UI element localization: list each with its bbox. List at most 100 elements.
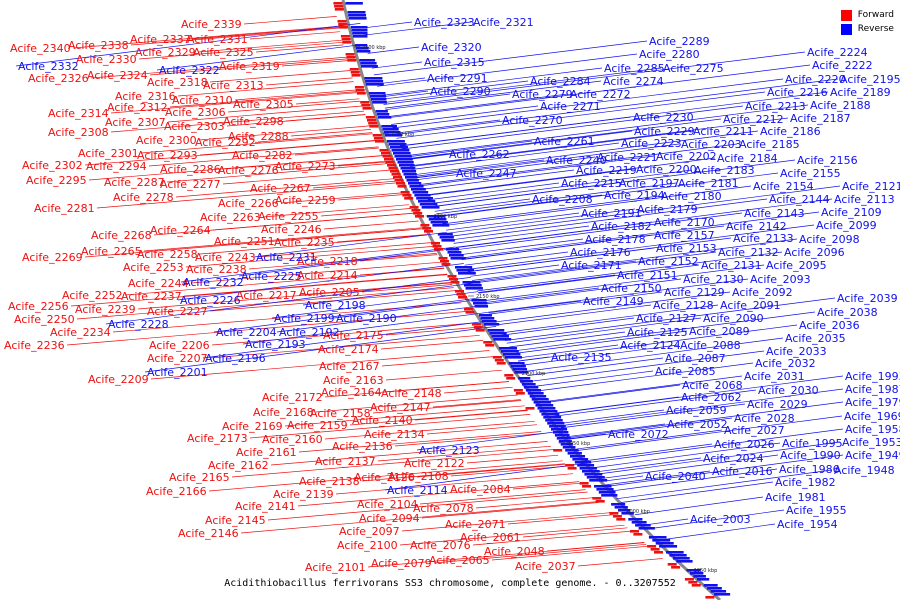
gene-label: Acife_2290 xyxy=(430,85,491,98)
gene-label: Acife_2193 xyxy=(245,338,306,351)
label-connector xyxy=(566,423,666,438)
reverse-gene xyxy=(471,299,487,302)
reverse-gene xyxy=(405,176,418,179)
forward-gene xyxy=(338,26,348,29)
label-connector xyxy=(512,482,581,490)
gene-label: Acife_2237 xyxy=(121,290,182,303)
forward-gene xyxy=(671,566,681,569)
gene-label: Acife_2201 xyxy=(147,366,208,379)
label-connector xyxy=(527,357,664,376)
label-connector xyxy=(586,428,844,464)
label-connector xyxy=(544,384,681,403)
label-connector xyxy=(302,282,474,306)
reverse-gene xyxy=(638,527,655,530)
gene-label: Acife_2178 xyxy=(585,233,646,246)
label-connector xyxy=(320,208,412,217)
gene-label: Acife_2312 xyxy=(107,101,168,114)
label-connector xyxy=(559,388,844,427)
gene-label: Acife_2137 xyxy=(315,455,376,468)
gene-label: Acife_2213 xyxy=(745,100,806,113)
forward-gene xyxy=(609,512,619,515)
gene-label: Acife_2037 xyxy=(515,560,576,573)
gene-label: Acife_2318 xyxy=(147,76,208,89)
label-connector xyxy=(453,225,590,244)
label-connector xyxy=(568,417,733,440)
label-connector xyxy=(482,264,765,302)
gene-label: Acife_2246 xyxy=(261,223,322,236)
reverse-gene xyxy=(504,356,522,359)
label-connector xyxy=(349,409,528,426)
reverse-gene xyxy=(462,281,481,284)
reverse-gene xyxy=(577,464,595,467)
forward-gene xyxy=(409,206,419,209)
gene-label: Acife_2204 xyxy=(216,326,277,339)
label-connector xyxy=(226,114,366,127)
gene-label: Acife_2300 xyxy=(136,134,197,147)
label-connector xyxy=(90,56,347,79)
gene-label: Acife_2068 xyxy=(682,379,743,392)
forward-gene xyxy=(350,71,360,74)
forward-gene xyxy=(379,149,389,152)
gene-label: Acife_2059 xyxy=(666,404,727,417)
gene-label: Acife_2321 xyxy=(473,16,534,29)
label-connector xyxy=(467,247,655,273)
label-connector xyxy=(373,40,648,76)
label-connector xyxy=(506,317,702,344)
label-connector xyxy=(488,300,582,314)
reverse-gene xyxy=(523,386,539,389)
label-connector xyxy=(385,369,502,381)
label-connector xyxy=(400,116,632,147)
gene-label: Acife_2061 xyxy=(460,531,521,544)
gene-features xyxy=(333,2,731,599)
gene-label: Acife_1986 xyxy=(779,463,840,476)
reverse-gene xyxy=(531,398,549,401)
gene-label: Acife_2235 xyxy=(274,236,335,249)
kbp-tick-label: 2150 kbp xyxy=(476,294,500,300)
gene-label: Acife_1982 xyxy=(775,476,836,489)
reverse-gene xyxy=(565,449,579,452)
label-connector xyxy=(450,465,567,477)
gene-label: Acife_2319 xyxy=(219,60,280,73)
gene-label: Acife_2099 xyxy=(816,219,877,232)
reverse-gene xyxy=(596,488,614,491)
forward-gene xyxy=(565,464,575,467)
reverse-gene xyxy=(416,197,433,200)
label-connector xyxy=(464,251,569,266)
reverse-gene xyxy=(533,401,552,404)
gene-label: Acife_2163 xyxy=(323,374,384,387)
gene-label: Acife_2215 xyxy=(561,177,622,190)
gene-label: Acife_2028 xyxy=(734,412,795,425)
forward-gene xyxy=(441,263,451,266)
forward-gene xyxy=(341,38,351,41)
forward-gene xyxy=(394,179,404,182)
gene-label: Acife_2198 xyxy=(305,299,366,312)
gene-label: Acife_2101 xyxy=(305,561,366,574)
label-connector xyxy=(424,157,716,196)
label-connector xyxy=(166,163,387,183)
reverse-gene xyxy=(366,83,384,86)
gene-label: Acife_2158 xyxy=(310,407,371,420)
gene-label: Acife_2265 xyxy=(81,245,142,258)
gene-label: Acife_2250 xyxy=(14,313,75,326)
gene-label: Acife_2276 xyxy=(218,164,279,177)
label-connector xyxy=(534,370,654,387)
gene-label: Acife_2128 xyxy=(653,299,714,312)
gene-label: Acife_2141 xyxy=(235,500,296,513)
gene-label: Acife_2258 xyxy=(137,248,198,261)
gene-label: Acife_2129 xyxy=(664,286,725,299)
gene-label: Acife_2292 xyxy=(195,136,256,149)
forward-gene xyxy=(440,260,449,263)
gene-label: Acife_2152 xyxy=(638,255,699,268)
gene-label: Acife_2270 xyxy=(502,114,563,127)
reverse-gene xyxy=(365,80,384,83)
gene-label: Acife_2224 xyxy=(807,46,868,59)
gene-label: Acife_2140 xyxy=(352,414,413,427)
forward-gene xyxy=(513,389,523,392)
gene-label: Acife_2179 xyxy=(637,203,698,216)
gene-label: Acife_2133 xyxy=(733,232,794,245)
label-connector xyxy=(367,46,420,54)
reverse-gene xyxy=(408,182,422,185)
reverse-gene xyxy=(703,584,718,587)
label-connector xyxy=(337,161,387,167)
gene-label: Acife_2167 xyxy=(319,360,380,373)
